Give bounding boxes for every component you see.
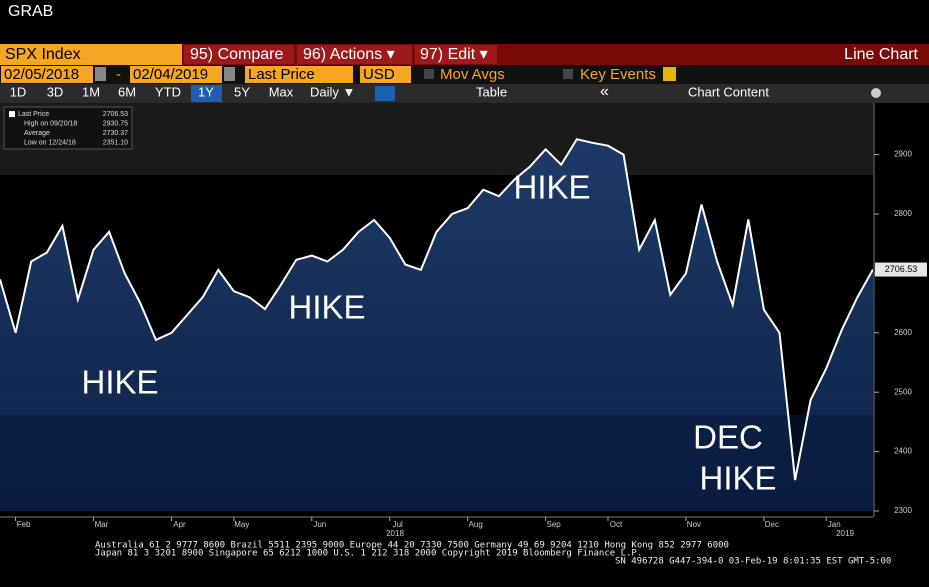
selected-period[interactable] [191, 85, 222, 102]
period-button[interactable]: Max [269, 84, 294, 99]
x-tick-label: Aug [469, 520, 483, 529]
y-tick-label: 2600 [894, 328, 912, 337]
y-tick-label: 2800 [894, 209, 912, 218]
edit-button[interactable]: 97) Edit ▾ [420, 46, 488, 63]
x-tick-label: Jan [828, 520, 841, 529]
period-bar [0, 84, 929, 103]
frequency-select[interactable]: Daily ▼ [310, 84, 355, 99]
period-button[interactable]: 5Y [234, 84, 250, 99]
y-tick-label: 2400 [894, 447, 912, 456]
calendar-icon[interactable] [95, 67, 106, 81]
legend-box [3, 106, 133, 150]
x-tick-label: Nov [687, 520, 701, 529]
button[interactable] [184, 45, 294, 64]
period-button[interactable]: 6M [118, 84, 136, 99]
legend-label: Low on 12/24/18 [24, 139, 76, 146]
legend-value: 2351.10 [103, 139, 128, 146]
checkbox[interactable] [424, 69, 434, 79]
x-tick-label: Mar [95, 520, 109, 529]
table-button[interactable]: Table [476, 84, 507, 99]
x-tick-label: May [234, 520, 249, 529]
collapse-icon[interactable]: « [600, 83, 609, 100]
x-tick-label: Apr [173, 520, 186, 529]
legend-label: Last Price [18, 111, 49, 118]
key-events[interactable]: Key Events [580, 66, 656, 83]
legend-swatch [9, 111, 15, 117]
period-button[interactable]: 1M [82, 84, 100, 99]
period-button[interactable]: YTD [155, 84, 181, 99]
annotation: HIKE [699, 460, 776, 497]
button[interactable] [297, 45, 412, 64]
view-label: Line Chart [844, 46, 918, 63]
currency-select[interactable] [360, 66, 411, 83]
currency[interactable]: USD [363, 66, 395, 83]
date-dash: - [116, 66, 121, 83]
legend-label: High on 09/20/18 [24, 120, 77, 127]
annotation: HIKE [513, 169, 590, 206]
calendar-icon[interactable] [224, 67, 235, 81]
y-tick-label: 2500 [894, 387, 912, 396]
line-icon[interactable] [375, 86, 395, 101]
y-axis-panel [873, 103, 929, 517]
start-date[interactable]: 02/05/2018 [4, 66, 79, 83]
x-axis-panel [0, 517, 929, 535]
x-tick-label: Feb [17, 520, 31, 529]
legend-value: 2706.53 [103, 111, 128, 118]
end-date[interactable]: 02/04/2019 [133, 66, 208, 83]
date-input[interactable] [1, 66, 93, 83]
annotation: HIKE [81, 364, 158, 401]
annotation: DEC [693, 419, 763, 456]
year-label: 2019 [836, 529, 854, 538]
mov-avgs[interactable]: Mov Avgs [440, 66, 505, 83]
x-tick-label: Oct [610, 520, 623, 529]
compare-button[interactable]: 95) Compare [190, 46, 283, 63]
footer-line: Australia 61 2 9777 8600 Brazil 5511 239… [95, 541, 729, 551]
info-icon[interactable] [663, 67, 676, 81]
ticker-box[interactable] [0, 44, 182, 65]
period-button[interactable]: 3D [47, 84, 64, 99]
last-price-label: 2706.53 [885, 264, 918, 274]
legend-value: 2730.37 [103, 130, 128, 137]
plot-band [0, 415, 873, 511]
chart-content-button[interactable]: Chart Content [688, 84, 769, 99]
x-tick-label: Dec [765, 520, 779, 529]
legend-label: Average [24, 130, 50, 137]
footer: Australia 61 2 9777 8600 Brazil 5511 239… [95, 541, 891, 567]
annotation: HIKE [288, 289, 365, 326]
chart: 23002400250026002700280029002706.53FebMa… [0, 103, 929, 538]
year-label: 2018 [386, 529, 404, 538]
period-button[interactable]: 1D [10, 84, 27, 99]
y-tick-label: 2300 [894, 506, 912, 515]
price-line [0, 138, 874, 481]
actions-button[interactable]: 96) Actions ▾ [303, 46, 395, 63]
field[interactable]: Last Price [248, 66, 315, 83]
last-price-tag [875, 262, 927, 277]
period-button[interactable]: 1Y [198, 84, 214, 99]
window-title: GRAB [8, 3, 53, 20]
period-buttons: 1D 3D 1M 6M YTD 1Y 5Y Max Daily ▼ [10, 84, 355, 102]
x-tick-label: Sep [547, 520, 562, 529]
y-tick-label: 2900 [894, 150, 912, 159]
plot-band [0, 103, 873, 175]
x-tick-label: Jul [393, 520, 403, 529]
footer-line: SN 496728 G447-394-0 03-Feb-19 8:01:35 E… [615, 557, 891, 567]
checkbox[interactable] [563, 69, 573, 79]
x-tick-label: Jun [313, 520, 326, 529]
settings-icon[interactable] [871, 88, 881, 98]
legend: Last Price 2706.53 High on 09/20/18 2930.75… [9, 111, 128, 146]
field-select[interactable] [245, 66, 353, 83]
date-input[interactable] [130, 66, 222, 83]
button[interactable] [415, 45, 497, 64]
ticker: SPX Index [5, 46, 81, 63]
legend-value: 2930.75 [103, 120, 128, 127]
footer-line: Japan 81 3 3201 8900 Singapore 65 6212 1… [95, 549, 642, 559]
